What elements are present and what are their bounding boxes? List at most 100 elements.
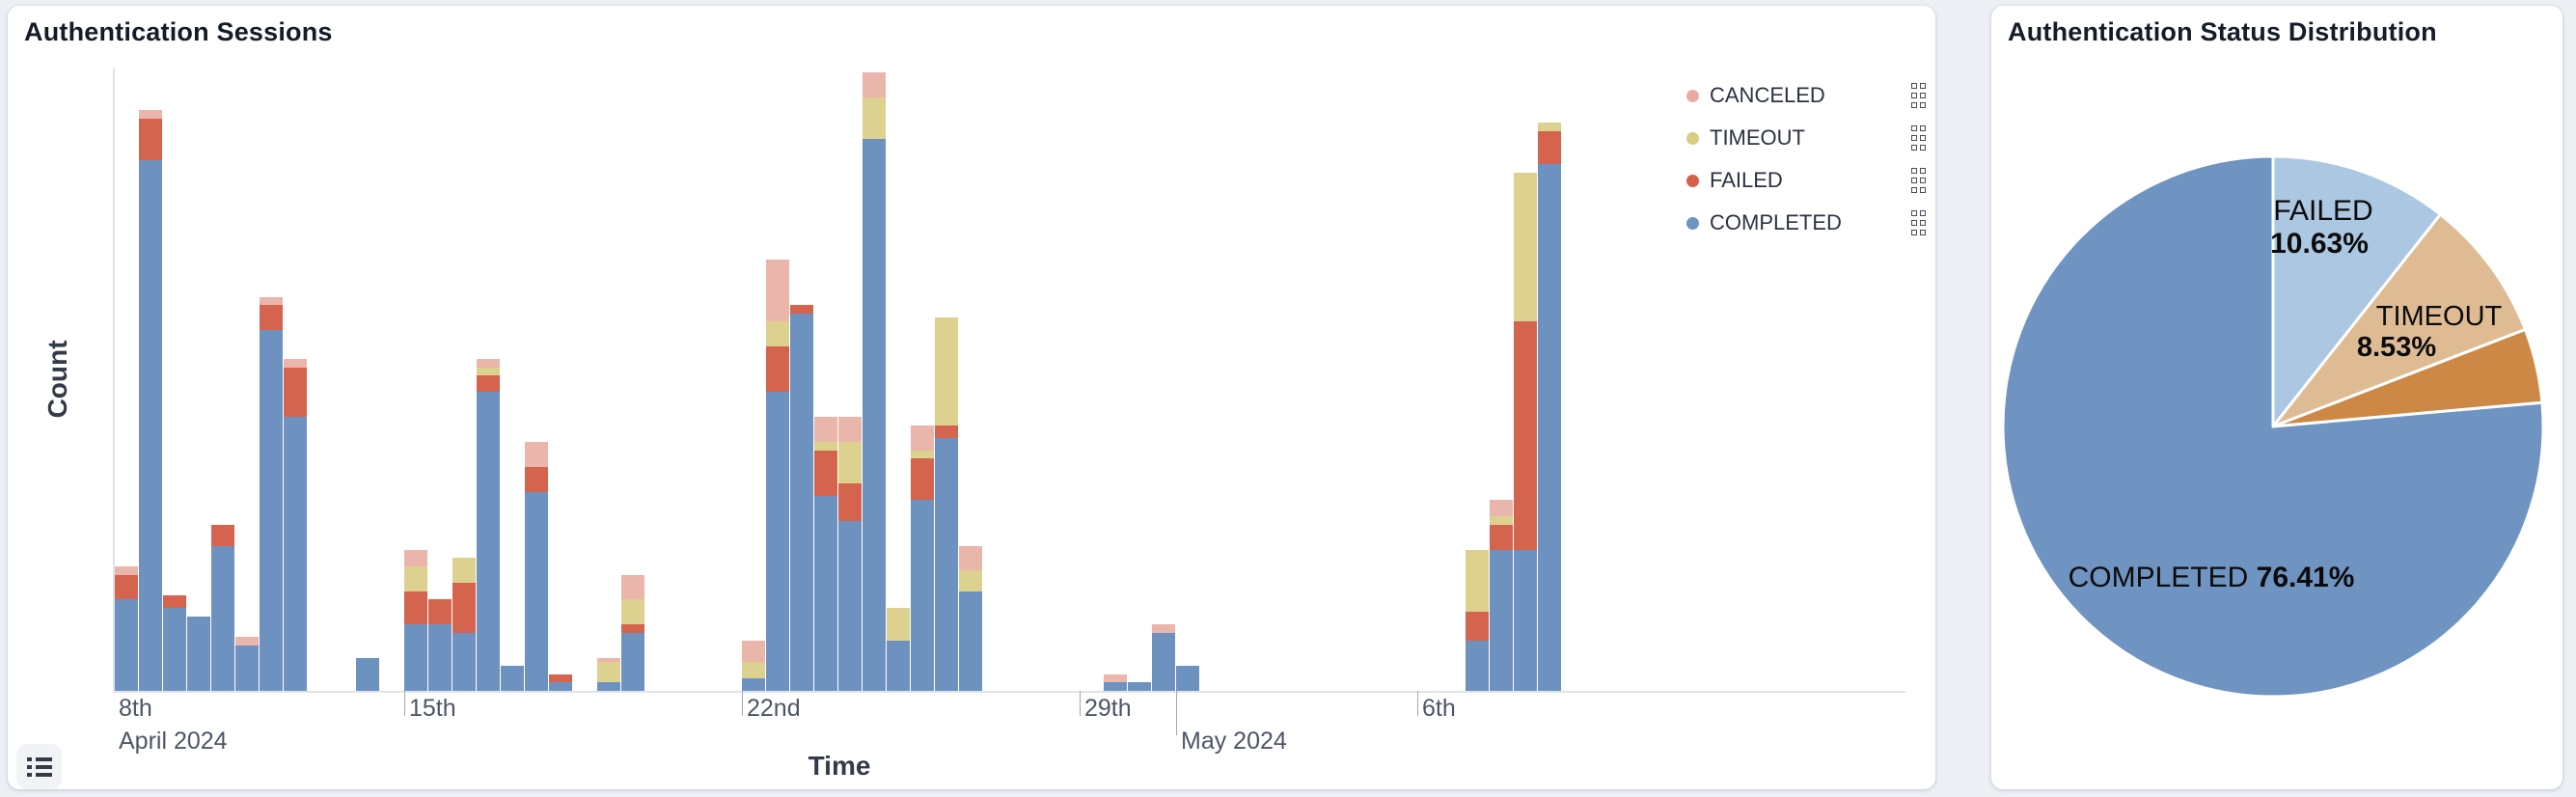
bar-segment-failed xyxy=(428,599,452,625)
bar-may-7-pm[interactable] xyxy=(1490,500,1513,691)
bar-apr-26-am[interactable] xyxy=(935,317,958,691)
bar-segment-canceled xyxy=(959,545,982,571)
bar-apr-26-pm[interactable] xyxy=(959,545,982,691)
bar-segment-failed xyxy=(935,425,958,438)
bar-segment-failed xyxy=(477,375,500,393)
bar-apr-23-am[interactable] xyxy=(790,305,813,691)
legend-label: FAILED xyxy=(1710,168,1783,192)
bar-apr-30-am[interactable] xyxy=(1128,682,1151,691)
bar-apr-16-pm[interactable] xyxy=(477,359,500,691)
bar-segment-failed xyxy=(838,483,862,521)
drag-handle-icon[interactable] xyxy=(1911,83,1926,108)
legend-swatch-canceled xyxy=(1686,89,1699,102)
bar-apr-15-pm[interactable] xyxy=(428,599,452,691)
x-axis-line xyxy=(113,691,1905,693)
bar-segment-canceled xyxy=(814,417,837,442)
bar-apr-19-pm[interactable] xyxy=(621,574,644,691)
legend-item-timeout[interactable]: TIMEOUT xyxy=(1686,124,1930,152)
bar-segment-timeout xyxy=(1490,516,1513,525)
drag-handle-icon[interactable] xyxy=(1911,125,1926,151)
bar-segment-canceled xyxy=(838,417,862,442)
bar-apr-23-pm[interactable] xyxy=(814,417,837,691)
pie-slice-timeout[interactable] xyxy=(2271,212,2527,428)
bar-segment-failed xyxy=(404,591,427,625)
bar-apr-16-am[interactable] xyxy=(452,558,476,691)
bar-apr-11-pm[interactable] xyxy=(235,637,259,691)
bar-apr-24-am[interactable] xyxy=(838,417,862,691)
bar-apr-24-pm[interactable] xyxy=(863,72,886,691)
bar-segment-completed xyxy=(235,645,259,691)
bar-segment-completed xyxy=(1490,549,1513,691)
bar-apr-25-pm[interactable] xyxy=(911,425,934,691)
bar-segment-canceled xyxy=(911,425,934,451)
bar-apr-11-am[interactable] xyxy=(211,525,234,691)
bar-apr-10-pm[interactable] xyxy=(187,616,210,691)
status-card-title: Authentication Status Distribution xyxy=(2008,17,2437,46)
bar-segment-completed xyxy=(1466,641,1489,691)
bar-segment-completed xyxy=(211,545,234,691)
sessions-card-title: Authentication Sessions xyxy=(24,17,333,46)
bar-apr-15-am[interactable] xyxy=(404,549,427,691)
bar-segment-completed xyxy=(814,495,837,691)
drag-handle-icon[interactable] xyxy=(1911,210,1926,235)
x-axis-tick-label: 8th xyxy=(119,695,152,722)
bar-segment-canceled xyxy=(260,296,283,306)
authentication-sessions-card: Authentication Sessions 8th April 2024 15t… xyxy=(8,6,1935,789)
bar-segment-completed xyxy=(501,666,524,691)
x-axis-tick-mark xyxy=(1080,691,1081,716)
drag-handle-icon[interactable] xyxy=(1911,168,1926,193)
legend-item-canceled[interactable]: CANCELED xyxy=(1686,81,1930,110)
bar-may-7-am[interactable] xyxy=(1466,549,1489,691)
bar-apr-30-pm[interactable] xyxy=(1152,624,1175,691)
bar-segment-timeout xyxy=(911,450,934,459)
bar-apr-17-am[interactable] xyxy=(501,666,524,691)
x-axis-tick-mark xyxy=(404,691,405,716)
bar-segment-canceled xyxy=(597,657,620,662)
bar-segment-timeout xyxy=(452,558,476,584)
bar-apr-12-am[interactable] xyxy=(260,296,283,691)
legend-item-failed[interactable]: FAILED xyxy=(1686,166,1930,195)
bar-segment-canceled xyxy=(139,110,162,119)
bar-may-1-am[interactable] xyxy=(1176,666,1199,691)
x-axis-tick-label: 29th xyxy=(1084,695,1132,722)
x-axis-tick-mark xyxy=(1176,691,1177,735)
bar-apr-22-am[interactable] xyxy=(742,641,765,691)
bar-apr-9-pm[interactable] xyxy=(139,110,162,691)
pie-label-failed-pct: 10.63% xyxy=(2270,228,2369,260)
bar-apr-10-am[interactable] xyxy=(163,595,186,691)
x-axis-title: Time xyxy=(808,751,871,781)
pie-slice-completed[interactable] xyxy=(2001,154,2545,699)
bar-apr-22-pm[interactable] xyxy=(766,259,789,691)
bar-apr-17-pm[interactable] xyxy=(525,442,548,691)
x-axis-tick-label: 22nd xyxy=(747,695,801,722)
pie-slice-failed[interactable] xyxy=(2271,154,2442,428)
bar-segment-timeout xyxy=(838,442,862,483)
bar-apr-19-am[interactable] xyxy=(597,657,620,691)
bar-segment-failed xyxy=(1490,525,1513,550)
bar-apr-14-am[interactable] xyxy=(356,657,379,691)
x-axis-tick-label: 15th xyxy=(409,695,456,722)
bar-apr-18-am[interactable] xyxy=(549,673,572,691)
bar-may-8-am[interactable] xyxy=(1514,172,1537,691)
bar-apr-29-pm[interactable] xyxy=(1104,673,1127,691)
legend-item-completed[interactable]: COMPLETED xyxy=(1686,208,1930,237)
bar-segment-failed xyxy=(260,305,283,330)
bar-segment-completed xyxy=(187,616,210,691)
bar-may-8-pm[interactable] xyxy=(1538,122,1561,691)
bar-segment-canceled xyxy=(235,637,259,646)
bar-segment-completed xyxy=(621,632,644,691)
x-axis-tick-mark xyxy=(1417,691,1418,716)
legend-toggle-button[interactable] xyxy=(16,744,62,789)
bar-segment-timeout xyxy=(477,367,500,376)
bar-segment-canceled xyxy=(863,72,886,98)
bar-apr-9-am[interactable] xyxy=(115,566,138,691)
bar-segment-timeout xyxy=(1538,122,1561,131)
bar-apr-25-am[interactable] xyxy=(887,608,910,691)
legend-swatch-failed xyxy=(1686,174,1699,187)
bar-apr-12-pm[interactable] xyxy=(284,359,307,691)
authentication-status-card: Authentication Status Distribution FAILE… xyxy=(1991,6,2562,789)
bar-segment-failed xyxy=(284,367,307,418)
bar-segment-timeout xyxy=(935,317,958,426)
x-axis-tick-mark xyxy=(742,691,743,716)
